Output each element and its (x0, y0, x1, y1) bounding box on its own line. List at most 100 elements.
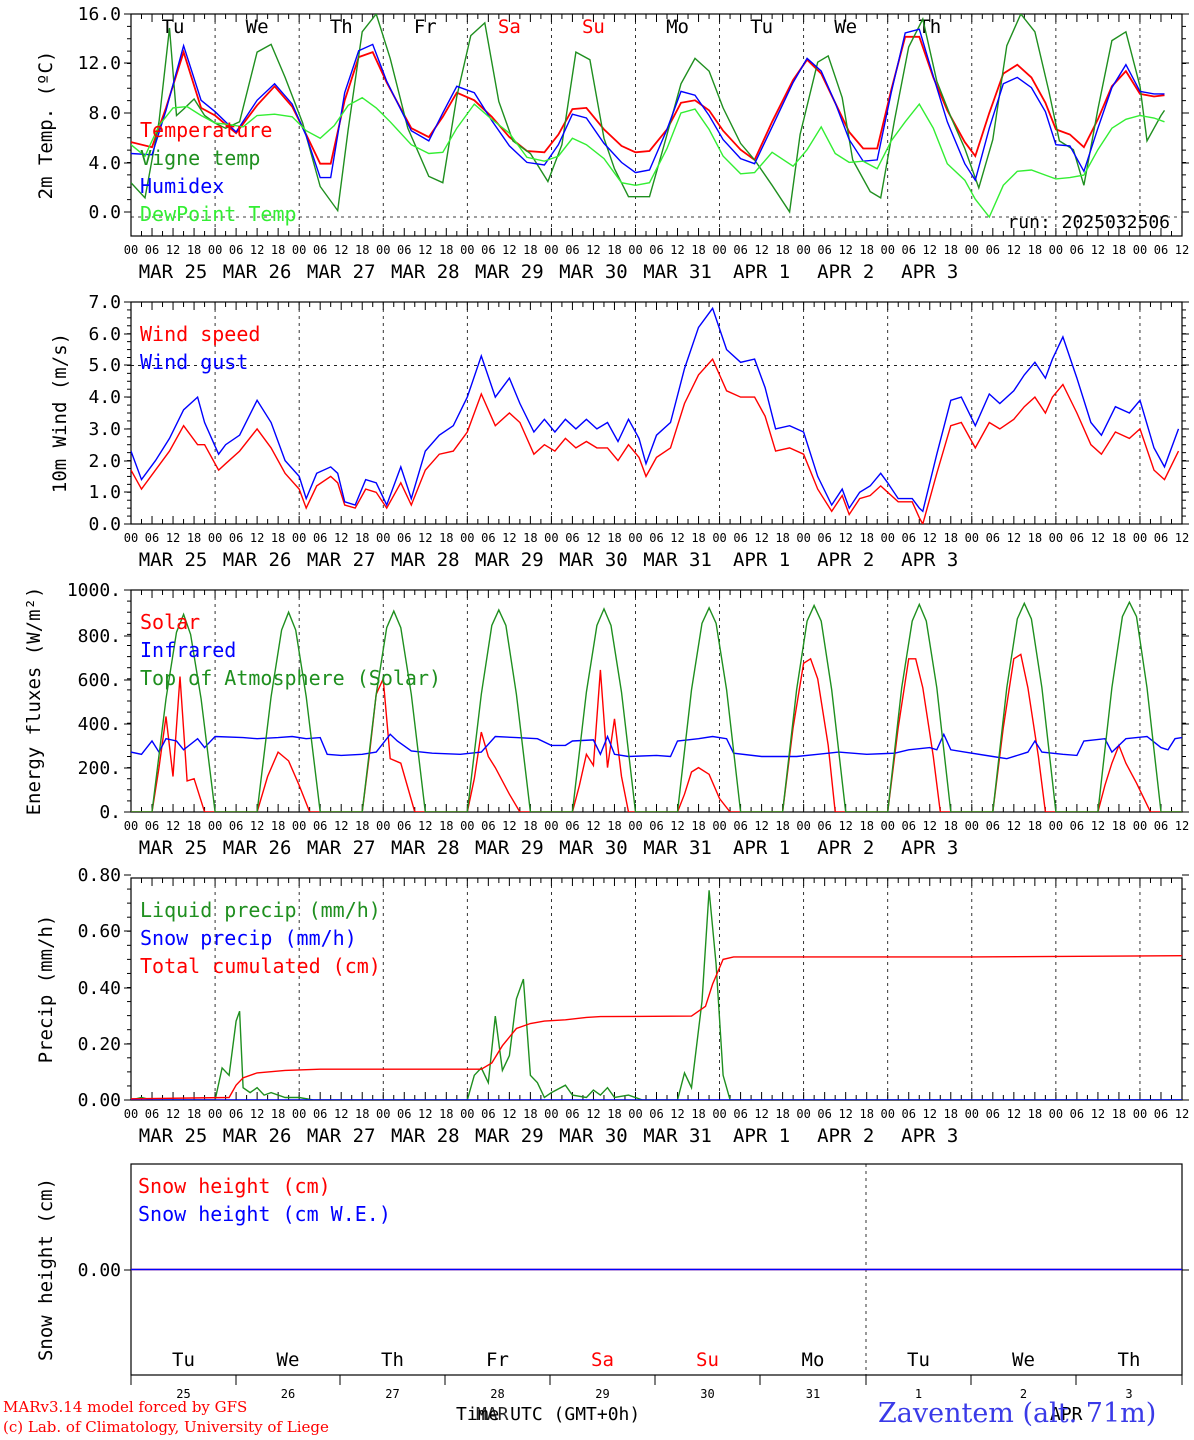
legend-snow-height-cm-: Snow height (cm) (138, 1174, 331, 1198)
y-tick-label: 4.0 (88, 387, 121, 408)
y-tick-label: 0.80 (78, 865, 121, 886)
hour-label: 12 (586, 243, 600, 257)
hour-label: 00 (376, 243, 390, 257)
date-label: MAR 26 (223, 261, 292, 283)
hour-label: 06 (565, 243, 579, 257)
hour-label: 06 (986, 1107, 1000, 1121)
legend-temperature: Temperature (140, 118, 272, 142)
hour-label: 06 (229, 243, 243, 257)
date-label: MAR 25 (139, 261, 208, 283)
hour-label: 18 (1028, 243, 1042, 257)
date-label: MAR 30 (559, 837, 628, 859)
hour-label: 18 (691, 531, 705, 545)
hour-label: 12 (166, 819, 180, 833)
panel-3: 00 06 12 18 00 06 12 18 00 06 12 18 00 06 12 18 00 06 12 18… (23, 580, 1189, 859)
hour-label: 06 (397, 819, 411, 833)
hour-label: 12 (502, 243, 516, 257)
hour-label: 00 (628, 243, 642, 257)
date-label: MAR 26 (223, 549, 292, 571)
hour-label: 18 (859, 243, 873, 257)
weekday-label: We (277, 1349, 300, 1371)
hour-label: 00 (208, 243, 222, 257)
y-tick-label: 0.60 (78, 921, 121, 942)
weekday-label: Mo (666, 16, 689, 38)
hour-label: 00 (1049, 819, 1063, 833)
hour-label: 18 (187, 1107, 201, 1121)
hour-label: 12 (502, 531, 516, 545)
hour-label: 06 (1154, 531, 1168, 545)
hour-label: 12 (334, 243, 348, 257)
legend-wind-gust: Wind gust (140, 350, 248, 374)
hour-label: 12 (502, 819, 516, 833)
hour-label: 18 (944, 1107, 958, 1121)
hour-label: 18 (607, 819, 621, 833)
lab-credit: (c) Lab. of Climatology, University of L… (3, 1418, 329, 1436)
hour-label: 12 (1007, 531, 1021, 545)
date-label: MAR 29 (475, 837, 544, 859)
weekday-label: Tu (750, 16, 773, 38)
hour-label: 00 (712, 819, 726, 833)
hour-label: 00 (796, 819, 810, 833)
hour-label: 12 (502, 1107, 516, 1121)
hour-label: 00 (376, 819, 390, 833)
legend-liquid-precip-mm-h-: Liquid precip (mm/h) (140, 898, 381, 922)
hour-label: 12 (166, 531, 180, 545)
hour-label: 12 (334, 1107, 348, 1121)
hour-label: 18 (271, 819, 285, 833)
hour-label: 00 (544, 531, 558, 545)
y-tick-label: 800. (78, 626, 121, 647)
panel-4: 00 06 12 18 00 06 12 18 00 06 12 18 00 06 12 18 00 06 12 18… (35, 865, 1189, 1147)
hour-label: 00 (208, 1107, 222, 1121)
legend-solar: Solar (140, 610, 200, 634)
series-line-solar (131, 653, 1182, 812)
hour-label: 12 (1007, 243, 1021, 257)
hour-label: 18 (944, 819, 958, 833)
hour-label: 06 (229, 1107, 243, 1121)
month-label: MAR (476, 1404, 509, 1425)
day-number: 28 (490, 1387, 504, 1401)
hour-label: 06 (229, 819, 243, 833)
hour-label: 18 (944, 531, 958, 545)
hour-label: 18 (1112, 531, 1126, 545)
hour-label: 06 (397, 531, 411, 545)
date-label: MAR 26 (223, 1125, 292, 1147)
hour-label: 18 (439, 243, 453, 257)
series-line-humidex (131, 28, 1165, 182)
hour-label: 06 (902, 1107, 916, 1121)
hour-label: 00 (880, 243, 894, 257)
hour-label: 18 (439, 1107, 453, 1121)
hour-label: 00 (796, 243, 810, 257)
hour-label: 18 (523, 819, 537, 833)
date-label: MAR 31 (643, 1125, 712, 1147)
hour-label: 12 (250, 531, 264, 545)
y-tick-label: 3.0 (88, 419, 121, 440)
hour-label: 00 (628, 819, 642, 833)
y-tick-label: 200. (78, 758, 121, 779)
y-tick-label: 0.0 (88, 514, 121, 535)
weekday-label: Tu (172, 1349, 195, 1371)
day-number: 25 (176, 1387, 190, 1401)
hour-label: 00 (796, 531, 810, 545)
hour-label: 00 (460, 819, 474, 833)
hour-label: 18 (187, 819, 201, 833)
y-tick-label: 7.0 (88, 292, 121, 313)
hour-label: 06 (397, 1107, 411, 1121)
hour-label: 00 (880, 1107, 894, 1121)
y-tick-label: 0.40 (78, 978, 121, 999)
date-label: MAR 30 (559, 1125, 628, 1147)
hour-label: 00 (880, 819, 894, 833)
hour-label: 00 (544, 1107, 558, 1121)
hour-label: 12 (586, 819, 600, 833)
series-line-wind-speed (131, 357, 1180, 524)
hour-label: 12 (250, 819, 264, 833)
legend-infrared: Infrared (140, 638, 236, 662)
day-number: 3 (1125, 1387, 1132, 1401)
weekday-label: Th (918, 16, 941, 38)
model-credit: MARv3.14 model forced by GFS (3, 1398, 248, 1416)
hour-label: 06 (229, 531, 243, 545)
hour-label: 06 (649, 819, 663, 833)
hour-label: 06 (481, 819, 495, 833)
date-label: MAR 25 (139, 837, 208, 859)
hour-label: 12 (838, 819, 852, 833)
hour-label: 00 (208, 531, 222, 545)
